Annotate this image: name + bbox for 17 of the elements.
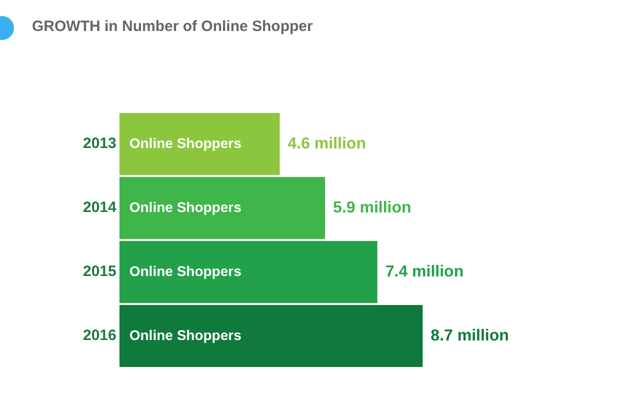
data-label: 5.9 million: [333, 199, 412, 216]
text: Online Shoppers: [129, 198, 242, 215]
data-label: 4.6 million: [288, 135, 366, 152]
text: Online Shoppers: [129, 326, 242, 343]
y-tick-label: 2013: [82, 135, 116, 152]
chart-title: GROWTH in Number of Online Shopper: [32, 18, 313, 35]
y-tick-label: 2016: [82, 327, 116, 344]
series-label: Online Shoppers: [129, 134, 242, 151]
bar: [119, 176, 326, 240]
bar: [119, 304, 423, 368]
data-label: 7.4 million: [385, 263, 464, 280]
text: Online Shoppers: [129, 262, 242, 279]
y-tick-label: 2014: [82, 199, 118, 216]
bar: [119, 112, 280, 176]
bar: [119, 240, 378, 304]
y-tick-label: 2015: [82, 263, 116, 280]
data-label: 8.7 million: [430, 327, 509, 344]
